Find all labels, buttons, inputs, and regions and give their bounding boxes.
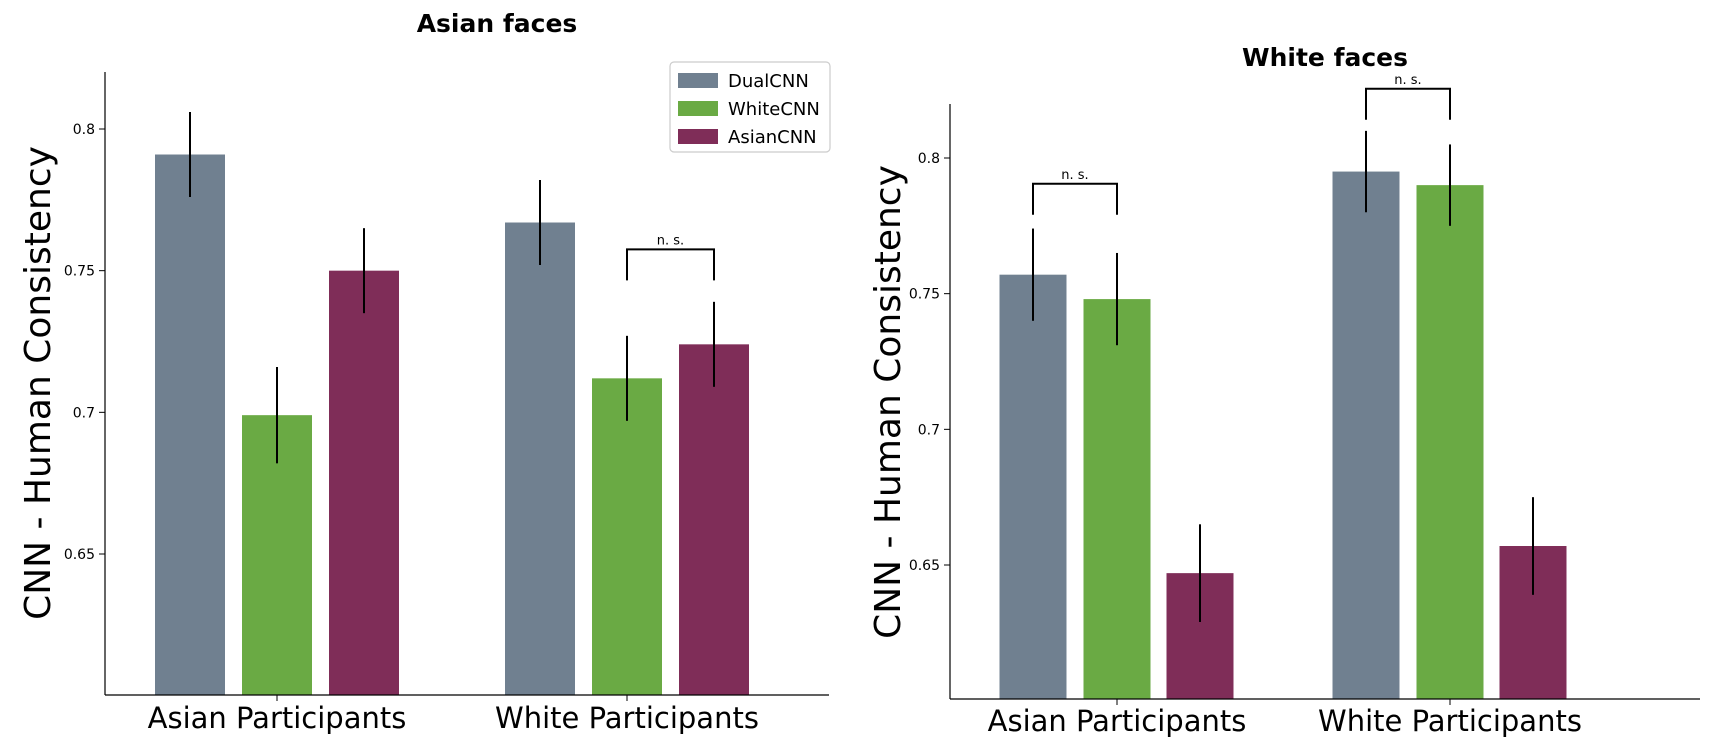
bar-dualcnn-0	[999, 274, 1067, 699]
y-axis-label: CNN - Human Consistency	[868, 165, 909, 639]
legend-label: WhiteCNN	[728, 99, 820, 120]
y-tick-label: 0.65	[64, 547, 95, 563]
y-tick-label: 0.8	[73, 122, 95, 138]
bar-whitecnn-0	[1083, 299, 1151, 699]
significance-bracket	[1032, 182, 1118, 215]
y-tick-label: 0.8	[918, 151, 940, 167]
chart-title: White faces	[1242, 43, 1408, 72]
bar-dualcnn-0	[155, 154, 225, 695]
legend-swatch-whitecnn	[678, 101, 718, 116]
chart-white-faces: 0.65 0.7 0.75 0.8 Asian Participants White Pa…	[868, 43, 1700, 738]
x-tick-label: Asian Participants	[988, 704, 1247, 738]
legend-swatch-asiancnn	[678, 129, 718, 144]
y-tick-label: 0.7	[73, 405, 95, 421]
bar-dualcnn-1	[505, 222, 575, 695]
legend-swatch-dualcnn	[678, 73, 718, 88]
bar-whitecnn-1	[1416, 185, 1484, 700]
chart-asian-faces: 0.65 0.7 0.75 0.8 Asian Participants White Pa…	[18, 9, 831, 735]
y-tick-label: 0.75	[64, 264, 95, 280]
legend: DualCNN WhiteCNN AsianCNN	[669, 61, 831, 153]
bar-asiancnn-0	[329, 270, 399, 695]
bar-whitecnn-1	[592, 378, 662, 695]
x-tick-label: White Participants	[495, 701, 759, 735]
x-tick-label: White Participants	[1318, 704, 1582, 738]
y-tick-label: 0.7	[918, 422, 940, 438]
bar-asiancnn-1	[679, 344, 749, 695]
chart-title: Asian faces	[417, 9, 578, 38]
x-tick-label: Asian Participants	[148, 701, 407, 735]
bar-dualcnn-1	[1332, 171, 1400, 700]
significance-label: n. s.	[1394, 73, 1421, 88]
significance-bracket	[626, 248, 715, 281]
legend-label: AsianCNN	[728, 127, 817, 148]
legend-label: DualCNN	[728, 71, 809, 92]
significance-label: n. s.	[1061, 168, 1088, 183]
y-tick-label: 0.75	[909, 287, 940, 303]
significance-label: n. s.	[657, 233, 684, 248]
y-tick-label: 0.65	[909, 558, 940, 574]
significance-bracket	[1365, 87, 1451, 120]
y-axis-label: CNN - Human Consistency	[18, 146, 59, 620]
